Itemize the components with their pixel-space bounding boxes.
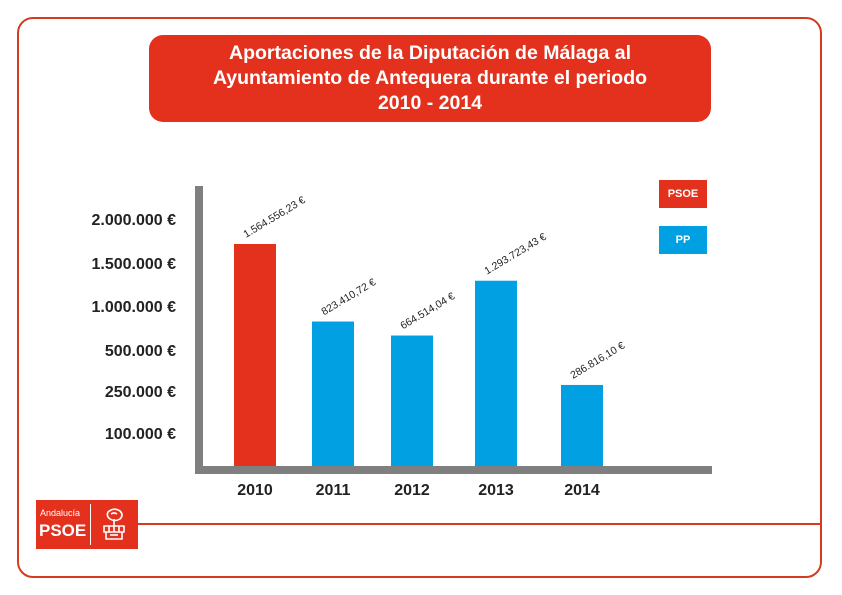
- psoe-andalucia-logo: Andalucía PSOE: [36, 500, 138, 549]
- x-tick-label-2012: 2012: [394, 482, 430, 499]
- bar-2011: [312, 321, 354, 466]
- chart-title-line-1: Aportaciones de la Diputación de Málaga …: [228, 42, 631, 64]
- chart-title-line-2: Ayuntamiento de Antequera durante el per…: [212, 67, 648, 89]
- y-tick-label: 2.000.000 €: [91, 212, 176, 229]
- y-tick-label: 100.000 €: [105, 426, 176, 443]
- y-tick-label: 1.000.000 €: [91, 299, 176, 316]
- y-tick-label: 250.000 €: [105, 384, 176, 401]
- x-tick-label-2013: 2013: [478, 482, 514, 499]
- x-tick-label-2014: 2014: [564, 482, 600, 499]
- data-label-2013: 1.293.723,43 €: [482, 231, 548, 277]
- y-tick-label: 1.500.000 €: [91, 256, 176, 273]
- x-axis: [195, 466, 712, 474]
- footer-divider: [138, 523, 821, 525]
- bar-2012: [391, 335, 433, 466]
- data-label-2010: 1.564.556,23 €: [241, 194, 307, 240]
- legend-psoe-label: PSOE: [667, 188, 699, 200]
- logo-party-text: PSOE: [39, 521, 87, 540]
- legend-psoe: PSOE: [659, 180, 707, 208]
- y-axis: [195, 186, 203, 474]
- logo-separator: [90, 504, 91, 545]
- chart-title-box: Aportaciones de la Diputación de Málaga …: [149, 35, 711, 122]
- data-label-2011: 823.410,72 €: [319, 276, 378, 318]
- bar-2013: [475, 280, 517, 466]
- data-label-2012: 664.514,04 €: [398, 290, 457, 332]
- x-tick-label-2011: 2011: [316, 482, 351, 499]
- data-label-2014: 286.816,10 €: [568, 340, 627, 382]
- bar-2010: [234, 244, 276, 466]
- y-tick-label: 500.000 €: [105, 343, 176, 360]
- legend-pp-label: PP: [675, 234, 691, 246]
- bar-2014: [561, 384, 603, 466]
- chart-title-line-3: 2010 - 2014: [377, 92, 483, 114]
- page-frame: [17, 17, 822, 578]
- legend-pp: PP: [659, 226, 707, 254]
- x-tick-label-2010: 2010: [237, 482, 273, 499]
- rose-fist-icon: [103, 508, 125, 540]
- logo-region-text: Andalucía: [40, 508, 81, 518]
